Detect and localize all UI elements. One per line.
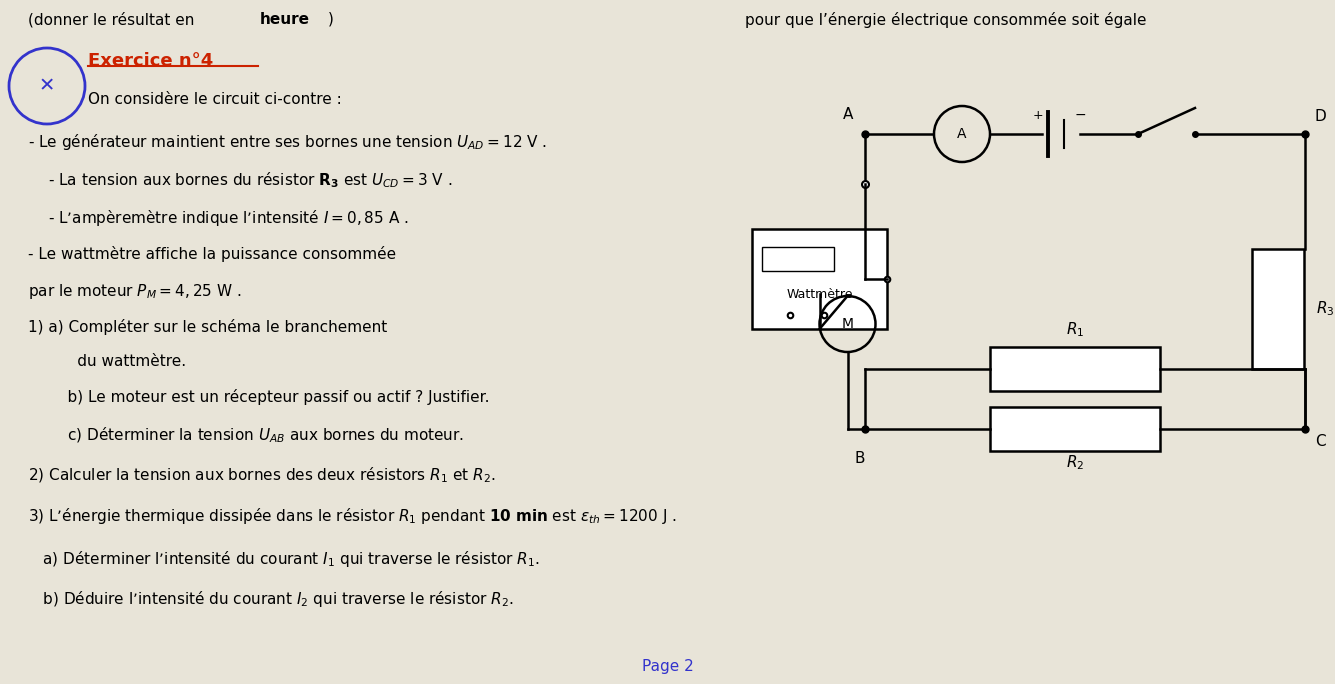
Text: - La tension aux bornes du résistor $\mathbf{R_3}$ est $U_{CD} = 3$ V .: - La tension aux bornes du résistor $\ma…	[48, 170, 453, 189]
Text: c) Déterminer la tension $U_{AB}$ aux bornes du moteur.: c) Déterminer la tension $U_{AB}$ aux bo…	[48, 426, 465, 445]
Text: - Le wattmètre affiche la puissance consommée: - Le wattmètre affiche la puissance cons…	[28, 246, 396, 262]
Text: $R_2$: $R_2$	[1065, 453, 1084, 472]
Text: A: A	[842, 107, 853, 122]
Text: 2) Calculer la tension aux bornes des deux résistors $R_1$ et $R_2$.: 2) Calculer la tension aux bornes des de…	[28, 466, 495, 486]
Bar	[991, 347, 1160, 391]
Text: - L’ampèremètre indique l’intensité $I = 0,85$ A .: - L’ampèremètre indique l’intensité $I =…	[48, 208, 409, 228]
Text: Page 2: Page 2	[642, 659, 694, 674]
Text: C: C	[1315, 434, 1326, 449]
Text: On considère le circuit ci-contre :: On considère le circuit ci-contre :	[88, 92, 342, 107]
Text: b) Le moteur est un récepteur passif ou actif ? Justifier.: b) Le moteur est un récepteur passif ou …	[48, 389, 490, 405]
Text: A: A	[957, 127, 967, 141]
Text: −: −	[1075, 108, 1085, 122]
Text: (donner le résultat en: (donner le résultat en	[28, 12, 199, 27]
Text: +: +	[1033, 109, 1044, 122]
Text: b) Déduire l’intensité du courant $I_2$ qui traverse le résistor $R_2$.: b) Déduire l’intensité du courant $I_2$ …	[28, 589, 514, 609]
Text: 1) a) Compléter sur le schéma le branchement: 1) a) Compléter sur le schéma le branche…	[28, 319, 387, 335]
Text: Wattmètre: Wattmètre	[786, 287, 853, 300]
Bar	[752, 229, 886, 329]
Text: par le moteur $P_M = 4,25$ W .: par le moteur $P_M = 4,25$ W .	[28, 282, 242, 301]
Text: B: B	[854, 451, 865, 466]
Text: $R_1$: $R_1$	[1065, 320, 1084, 339]
Text: - Le générateur maintient entre ses bornes une tension $U_{AD} = 12$ V .: - Le générateur maintient entre ses born…	[28, 132, 547, 152]
Bar	[991, 407, 1160, 451]
Text: du wattmètre.: du wattmètre.	[48, 354, 186, 369]
Text: ✕: ✕	[39, 77, 55, 96]
Text: pour que l’énergie électrique consommée soit égale: pour que l’énergie électrique consommée …	[745, 12, 1147, 28]
Text: $R_3$: $R_3$	[1316, 300, 1335, 318]
Text: D: D	[1315, 109, 1327, 124]
Bar	[1252, 249, 1304, 369]
Text: Exercice n°4: Exercice n°4	[88, 52, 214, 70]
Bar	[762, 247, 834, 271]
Text: a) Déterminer l’intensité du courant $I_1$ qui traverse le résistor $R_1$.: a) Déterminer l’intensité du courant $I_…	[28, 549, 541, 569]
Text: M: M	[841, 317, 853, 331]
Text: 3) L’énergie thermique dissipée dans le résistor $R_1$ pendant $\mathbf{10}$ $\m: 3) L’énergie thermique dissipée dans le …	[28, 506, 677, 526]
Text: ): )	[328, 12, 334, 27]
Text: heure: heure	[260, 12, 310, 27]
